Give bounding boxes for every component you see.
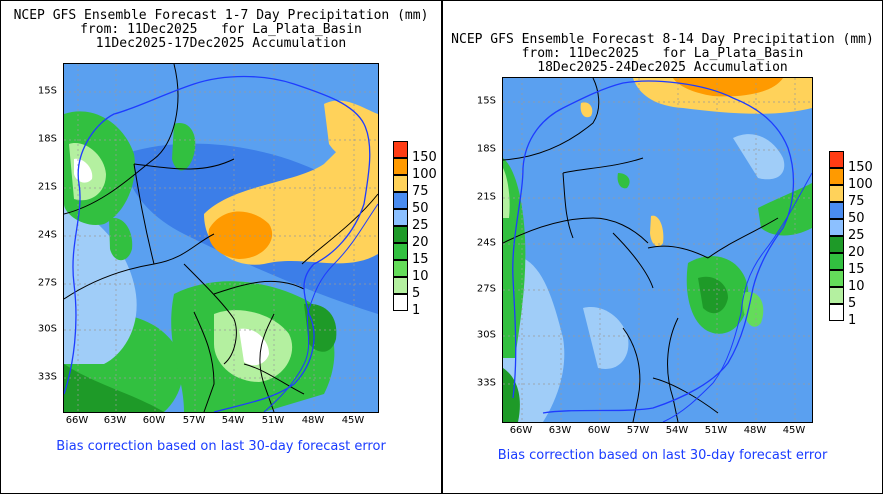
legend-swatch	[393, 158, 408, 175]
lat-tick: 15S	[37, 85, 57, 97]
legend-swatch	[829, 202, 844, 219]
legend-label: 20	[848, 245, 865, 260]
precip-map-week2	[502, 77, 813, 423]
legend-label: 25	[412, 218, 429, 233]
lon-tick: 48W	[743, 425, 767, 436]
legend-swatch	[393, 192, 408, 209]
lat-tick: 18S	[37, 133, 57, 145]
lat-tick: 24S	[37, 229, 57, 241]
lon-tick: 51W	[704, 425, 728, 436]
forecast-panel-week2: NCEP GFS Ensemble Forecast 8-14 Day Prec…	[442, 0, 883, 494]
panel-title-line3: 11Dec2025-17Dec2025 Accumulation	[95, 36, 347, 51]
panel-title-line2: from: 11Dec2025 for La_Plata_Basin	[521, 46, 804, 61]
legend-swatch	[829, 304, 844, 321]
lon-tick: 45W	[341, 415, 365, 426]
legend-swatch	[393, 226, 408, 243]
legend-swatch	[393, 141, 408, 158]
legend-label: 15	[848, 262, 865, 277]
lon-tick: 54W	[221, 415, 245, 426]
legend-swatch	[393, 209, 408, 226]
lon-tick: 54W	[665, 425, 689, 436]
lat-tick: 18S	[476, 143, 496, 155]
legend-swatch	[393, 175, 408, 192]
legend-swatch	[829, 151, 844, 168]
legend-label: 15	[412, 252, 429, 267]
legend-swatch	[393, 294, 408, 311]
legend-swatch	[829, 270, 844, 287]
legend-swatch	[829, 185, 844, 202]
lon-tick: 45W	[782, 425, 806, 436]
lat-tick: 27S	[476, 283, 496, 295]
legend-label: 100	[412, 167, 437, 182]
lat-tick: 27S	[37, 277, 57, 289]
legend-label: 5	[848, 296, 857, 311]
lon-tick: 51W	[261, 415, 285, 426]
legend-swatch	[829, 236, 844, 253]
legend-label: 10	[412, 269, 429, 284]
lat-tick: 24S	[476, 237, 496, 249]
legend-swatch	[393, 243, 408, 260]
legend-label: 25	[848, 228, 865, 243]
legend-label: 75	[848, 194, 865, 209]
legend-label: 1	[412, 303, 421, 318]
legend-label: 5	[412, 286, 421, 301]
legend-label: 20	[412, 235, 429, 250]
bias-correction-note: Bias correction based on last 30-day for…	[497, 448, 828, 463]
lat-tick: 30S	[37, 323, 57, 335]
lon-tick: 63W	[103, 415, 127, 426]
legend-label: 10	[848, 279, 865, 294]
legend-label: 50	[412, 201, 429, 216]
bias-correction-note: Bias correction based on last 30-day for…	[56, 439, 386, 454]
legend-label: 150	[412, 150, 437, 165]
lat-tick: 33S	[37, 371, 57, 383]
lon-tick: 60W	[142, 415, 166, 426]
lon-tick: 48W	[301, 415, 325, 426]
lon-tick: 60W	[587, 425, 611, 436]
legend-swatch	[829, 253, 844, 270]
lon-tick: 66W	[509, 425, 533, 436]
legend-label: 1	[848, 313, 857, 328]
legend-label: 150	[848, 160, 873, 175]
legend-label: 100	[848, 177, 873, 192]
precip-map-week1	[63, 63, 379, 413]
legend-swatch	[829, 219, 844, 236]
lat-tick: 33S	[476, 377, 496, 389]
legend-swatch	[393, 260, 408, 277]
legend-swatch	[829, 168, 844, 185]
panel-title-line2: from: 11Dec2025 for La_Plata_Basin	[80, 22, 362, 37]
lat-tick: 15S	[476, 95, 496, 107]
legend-label: 75	[412, 184, 429, 199]
lat-tick: 30S	[476, 329, 496, 341]
lon-tick: 57W	[626, 425, 650, 436]
legend-label: 50	[848, 211, 865, 226]
lon-tick: 57W	[182, 415, 206, 426]
panel-title-line1: NCEP GFS Ensemble Forecast 1-7 Day Preci…	[13, 8, 429, 23]
panel-title-line3: 18Dec2025-24Dec2025 Accumulation	[537, 60, 788, 75]
legend-swatch	[393, 277, 408, 294]
lon-tick: 63W	[548, 425, 572, 436]
legend-swatch	[829, 287, 844, 304]
panel-title-line1: NCEP GFS Ensemble Forecast 8-14 Day Prec…	[451, 32, 874, 47]
forecast-panel-week1: NCEP GFS Ensemble Forecast 1-7 Day Preci…	[0, 0, 442, 494]
lat-tick: 21S	[476, 191, 496, 203]
lon-tick: 66W	[65, 415, 89, 426]
lat-tick: 21S	[37, 181, 57, 193]
